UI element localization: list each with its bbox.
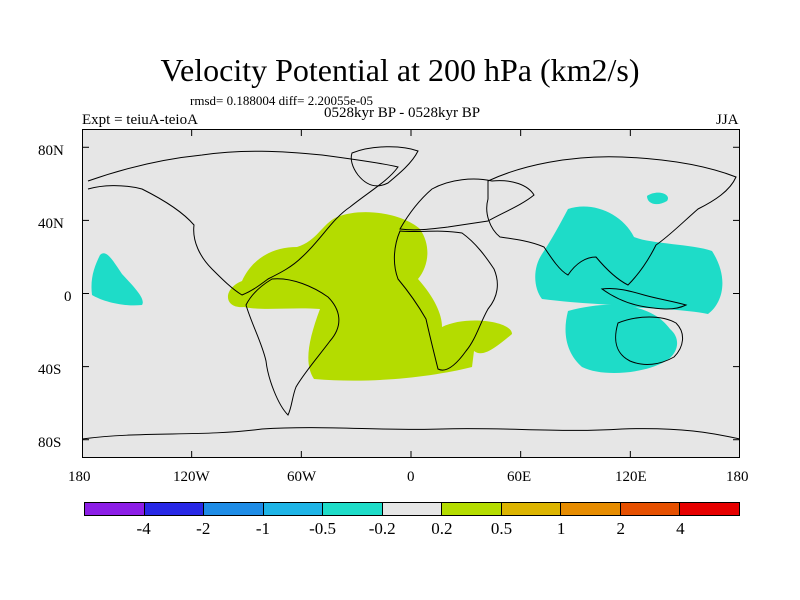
colorbar-box — [680, 503, 740, 515]
colorbar-label: 2 — [616, 519, 625, 538]
colorbar-box — [561, 503, 621, 515]
colorbar-box — [323, 503, 383, 515]
colorbar-label: -1 — [255, 519, 270, 538]
negative-anomaly-australia — [565, 304, 678, 374]
colorbar-box — [204, 503, 264, 515]
lon-tick-label: 180 — [726, 469, 749, 485]
coast-greenland — [350, 146, 419, 187]
coast-europe — [399, 178, 535, 231]
lat-tick-label: 80S — [38, 435, 62, 451]
colorbar-box — [263, 503, 324, 515]
coast-asia — [486, 156, 737, 286]
colorbar-box — [620, 503, 681, 515]
positive-anomaly-atlantic — [227, 212, 512, 381]
colorbar-label: -0.2 — [368, 519, 396, 538]
lat-tick-label: 0 — [64, 289, 72, 305]
lon-tick-label: 60W — [287, 469, 317, 485]
lat-tick-label: 80N — [38, 143, 64, 159]
colorbar — [84, 502, 740, 516]
lon-tick-label: 120E — [615, 469, 647, 485]
map-panel — [82, 129, 740, 458]
lat-tick-label: 40N — [38, 216, 64, 232]
colorbar-label: 4 — [676, 519, 685, 538]
plot-title: Velocity Potential at 200 hPa (km2/s) — [160, 52, 640, 88]
negative-anomaly-asia — [535, 206, 723, 314]
colorbar-label: -0.5 — [309, 519, 336, 538]
lon-tick-label: 180 — [68, 469, 91, 485]
stats-label: rmsd= 0.188004 diff= 2.20055e-05 — [190, 93, 374, 108]
coast-indonesia — [600, 288, 688, 310]
lon-tick-label: 0 — [407, 469, 415, 485]
negative-anomaly-north-pacific — [647, 192, 668, 205]
coast-antarctica — [82, 427, 740, 440]
colorbar-label: 0.2 — [431, 519, 453, 538]
experiment-label: Expt = teiuA-teioA — [82, 112, 198, 128]
coast-africa — [393, 230, 498, 371]
colorbar-box — [501, 503, 562, 515]
coast-north-america — [87, 150, 399, 296]
colorbar-label: -4 — [136, 519, 151, 538]
colorbar-label: 0.5 — [490, 519, 513, 538]
colorbar-label: -2 — [196, 519, 211, 538]
coast-australia — [615, 316, 683, 365]
lon-tick-label: 60E — [507, 469, 532, 485]
season-label: JJA — [716, 112, 739, 128]
period-label: 0528kyr BP - 0528kyr BP — [324, 105, 481, 121]
colorbar-box — [382, 503, 443, 515]
tick-marks — [82, 129, 740, 458]
coast-south-america — [245, 278, 340, 416]
lon-tick-label: 120W — [173, 469, 210, 485]
colorbar-box — [85, 503, 145, 515]
negative-anomaly-central-pacific — [91, 253, 143, 306]
colorbar-box — [144, 503, 205, 515]
lat-tick-label: 40S — [38, 362, 62, 378]
colorbar-box — [442, 503, 502, 515]
colorbar-label: 1 — [556, 519, 566, 538]
coastlines — [82, 146, 740, 440]
